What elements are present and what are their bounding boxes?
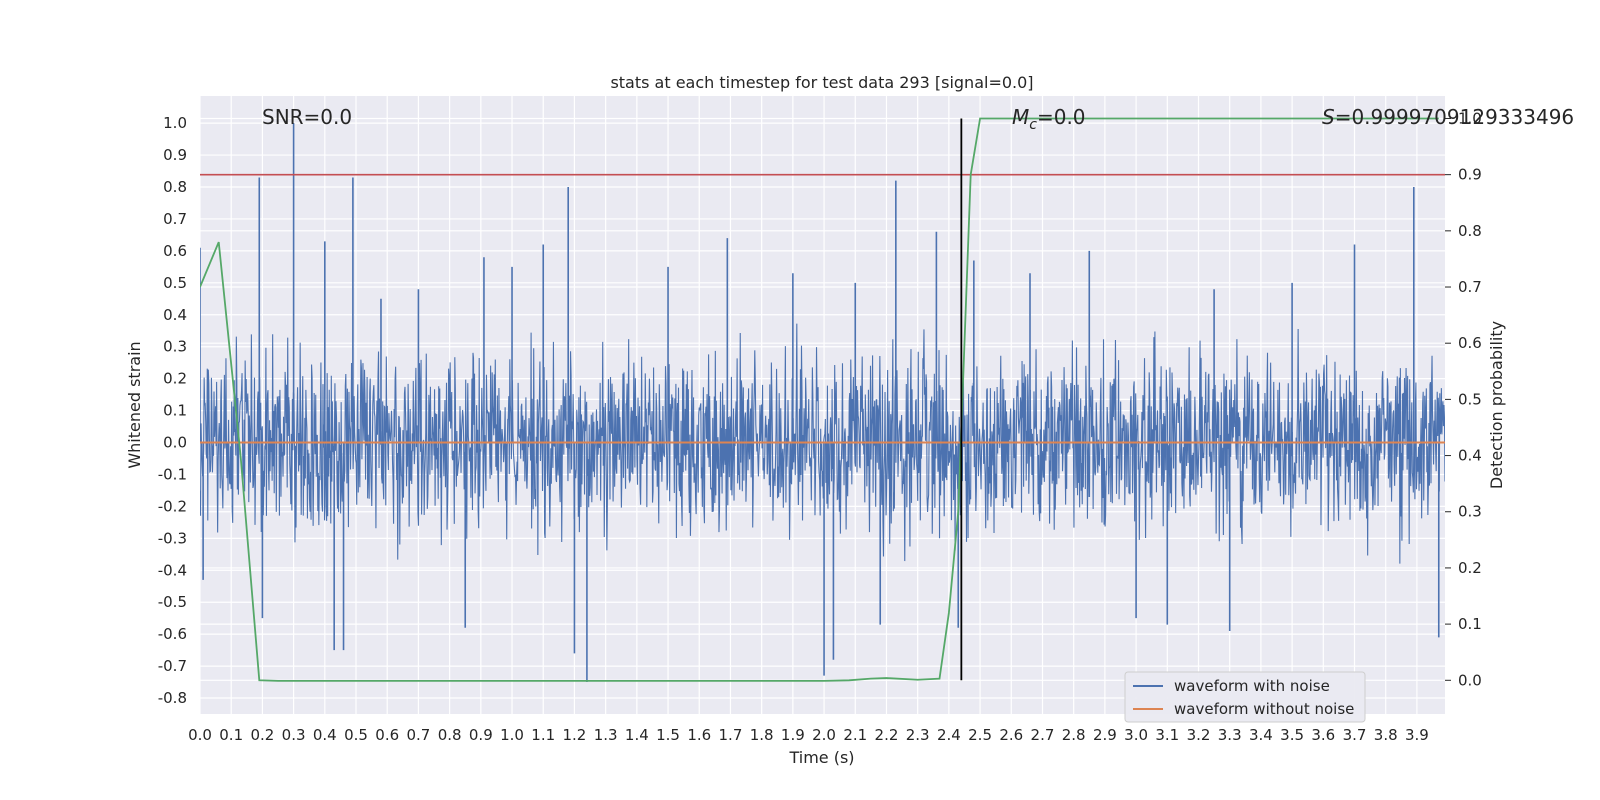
y-right-tick-label: 1.0 <box>1458 109 1482 127</box>
x-tick-label: 3.9 <box>1405 726 1429 744</box>
y-tick-label: 0.6 <box>163 242 187 260</box>
legend-label-with-noise: waveform with noise <box>1174 677 1330 695</box>
legend: waveform with noise waveform without noi… <box>1124 671 1366 723</box>
x-tick-label: 1.0 <box>500 726 524 744</box>
y-tick-label: -0.3 <box>158 529 187 547</box>
x-tick-label: 2.2 <box>875 726 899 744</box>
noise-trace <box>200 323 1445 564</box>
x-tick-label: 3.4 <box>1249 726 1273 744</box>
x-tick-label: 1.4 <box>625 726 649 744</box>
y-tick-label: -0.7 <box>158 657 187 675</box>
y-right-tick-label: 0.7 <box>1458 278 1482 296</box>
x-tick-label: 3.3 <box>1218 726 1242 744</box>
x-tick-label: 2.4 <box>937 726 961 744</box>
y-tick-label: 0.1 <box>163 402 187 420</box>
x-tick-label: 3.0 <box>1124 726 1148 744</box>
x-tick-label: 1.9 <box>781 726 805 744</box>
y-tick-label: 0.5 <box>163 274 187 292</box>
y-tick-label: 0.0 <box>163 434 187 452</box>
y-tick-label: -0.2 <box>158 497 187 515</box>
y-tick-label: 0.2 <box>163 370 187 388</box>
legend-label-without-noise: waveform without noise <box>1174 700 1354 718</box>
y-right-tick-label: 0.3 <box>1458 503 1482 521</box>
x-axis-label: Time (s) <box>788 748 854 767</box>
x-tick-label: 0.0 <box>188 726 212 744</box>
x-tick-label: 2.3 <box>906 726 930 744</box>
x-tick-label: 3.6 <box>1311 726 1335 744</box>
x-tick-label: 1.3 <box>594 726 618 744</box>
y-tick-label: -0.5 <box>158 593 187 611</box>
y-tick-label: -0.4 <box>158 561 187 579</box>
x-tick-label: 0.7 <box>406 726 430 744</box>
mc-annotation: Mc=0.0 <box>1012 105 1086 133</box>
x-tick-label: 2.7 <box>1031 726 1055 744</box>
x-tick-label: 3.1 <box>1155 726 1179 744</box>
x-tick-label: 3.2 <box>1187 726 1211 744</box>
y-right-tick-label: 0.0 <box>1458 671 1482 689</box>
y-right-tick-labels: 0.0 0.1 0.2 0.3 0.4 0.5 0.6 0.7 0.8 0.9 1.0 <box>1445 109 1482 689</box>
y-right-tick-label: 0.6 <box>1458 334 1482 352</box>
series-lines <box>200 117 1445 682</box>
y-tick-labels: -0.8 -0.7 -0.6 -0.5 -0.4 -0.3 -0.2 -0.1 0.0 0.1 0.… <box>158 114 187 707</box>
y-right-axis-label: Detection probability <box>1487 321 1506 489</box>
x-tick-label: 1.7 <box>719 726 743 744</box>
y-tick-label: 0.3 <box>163 338 187 356</box>
x-tick-label: 2.9 <box>1093 726 1117 744</box>
y-right-tick-label: 0.8 <box>1458 222 1482 240</box>
x-tick-label: 0.1 <box>219 726 243 744</box>
y-right-tick-label: 0.2 <box>1458 559 1482 577</box>
x-tick-label: 3.8 <box>1374 726 1398 744</box>
x-tick-label: 0.3 <box>282 726 306 744</box>
x-tick-label: 0.6 <box>375 726 399 744</box>
y-right-tick-label: 0.4 <box>1458 447 1482 465</box>
x-tick-label: 0.9 <box>469 726 493 744</box>
y-tick-label: 0.9 <box>163 146 187 164</box>
y-tick-label: -0.6 <box>158 625 187 643</box>
x-tick-label: 0.5 <box>344 726 368 744</box>
y-tick-label: 0.4 <box>163 306 187 324</box>
y-tick-label: 0.8 <box>163 178 187 196</box>
x-tick-label: 2.0 <box>812 726 836 744</box>
x-tick-label: 3.7 <box>1343 726 1367 744</box>
x-tick-label: 2.1 <box>843 726 867 744</box>
y-axis-label: Whitened strain <box>125 341 144 468</box>
series-waveform-with-noise <box>200 123 1445 683</box>
x-tick-label: 2.6 <box>999 726 1023 744</box>
x-tick-label: 3.5 <box>1280 726 1304 744</box>
x-tick-label: 2.8 <box>1062 726 1086 744</box>
y-tick-label: -0.8 <box>158 689 187 707</box>
series-detection-probability <box>200 117 1439 682</box>
x-tick-label: 2.5 <box>968 726 992 744</box>
y-right-tick-label: 0.5 <box>1458 390 1482 408</box>
x-tick-label: 0.4 <box>313 726 337 744</box>
x-tick-label: 1.6 <box>687 726 711 744</box>
x-tick-label: 1.5 <box>656 726 680 744</box>
chart-title: stats at each timestep for test data 293… <box>610 73 1033 92</box>
x-tick-label: 0.2 <box>250 726 274 744</box>
x-tick-labels: 0.0 0.1 0.2 0.3 0.4 0.5 0.6 0.7 0.8 0.9 1.0 1.1 1.2 1… <box>188 726 1429 744</box>
y-tick-label: -0.1 <box>158 465 187 483</box>
y-tick-label: 0.7 <box>163 210 187 228</box>
y-right-tick-label: 0.1 <box>1458 615 1482 633</box>
snr-annotation: SNR=0.0 <box>262 105 352 129</box>
y-right-tick-label: 0.9 <box>1458 166 1482 184</box>
y-tick-label: 1.0 <box>163 114 187 132</box>
x-tick-label: 1.1 <box>531 726 555 744</box>
x-tick-label: 1.2 <box>563 726 587 744</box>
x-tick-label: 1.8 <box>750 726 774 744</box>
x-tick-label: 0.8 <box>438 726 462 744</box>
s-annotation: S=0.9999709129333496 <box>1322 105 1574 129</box>
